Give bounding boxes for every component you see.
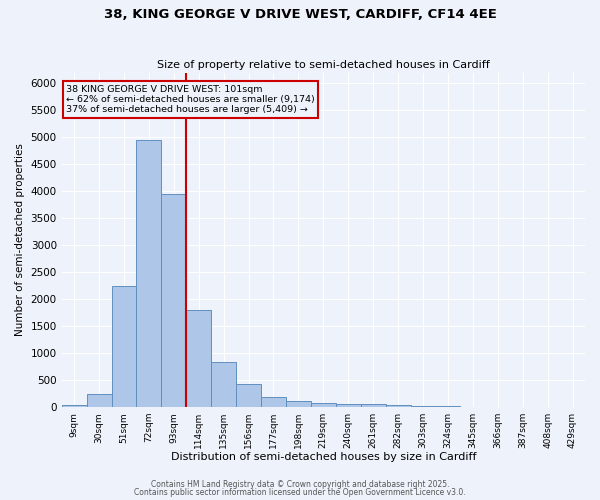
Bar — [136, 140, 161, 407]
Bar — [410, 406, 436, 407]
Bar — [286, 400, 311, 407]
Bar — [161, 194, 186, 407]
Text: Contains public sector information licensed under the Open Government Licence v3: Contains public sector information licen… — [134, 488, 466, 497]
Text: 38, KING GEORGE V DRIVE WEST, CARDIFF, CF14 4EE: 38, KING GEORGE V DRIVE WEST, CARDIFF, C… — [104, 8, 496, 20]
Text: Contains HM Land Registry data © Crown copyright and database right 2025.: Contains HM Land Registry data © Crown c… — [151, 480, 449, 489]
Bar — [236, 384, 261, 407]
Bar — [186, 310, 211, 407]
Bar — [112, 286, 136, 407]
Y-axis label: Number of semi-detached properties: Number of semi-detached properties — [15, 144, 25, 336]
Bar — [311, 403, 336, 407]
Bar — [62, 406, 86, 407]
Bar — [211, 362, 236, 407]
Bar — [386, 405, 410, 407]
X-axis label: Distribution of semi-detached houses by size in Cardiff: Distribution of semi-detached houses by … — [170, 452, 476, 462]
Bar — [460, 406, 485, 407]
Bar — [336, 404, 361, 407]
Bar — [261, 397, 286, 407]
Bar — [436, 406, 460, 407]
Bar — [361, 404, 386, 407]
Text: 38 KING GEORGE V DRIVE WEST: 101sqm
← 62% of semi-detached houses are smaller (9: 38 KING GEORGE V DRIVE WEST: 101sqm ← 62… — [66, 84, 315, 114]
Title: Size of property relative to semi-detached houses in Cardiff: Size of property relative to semi-detach… — [157, 60, 490, 70]
Bar — [86, 394, 112, 407]
